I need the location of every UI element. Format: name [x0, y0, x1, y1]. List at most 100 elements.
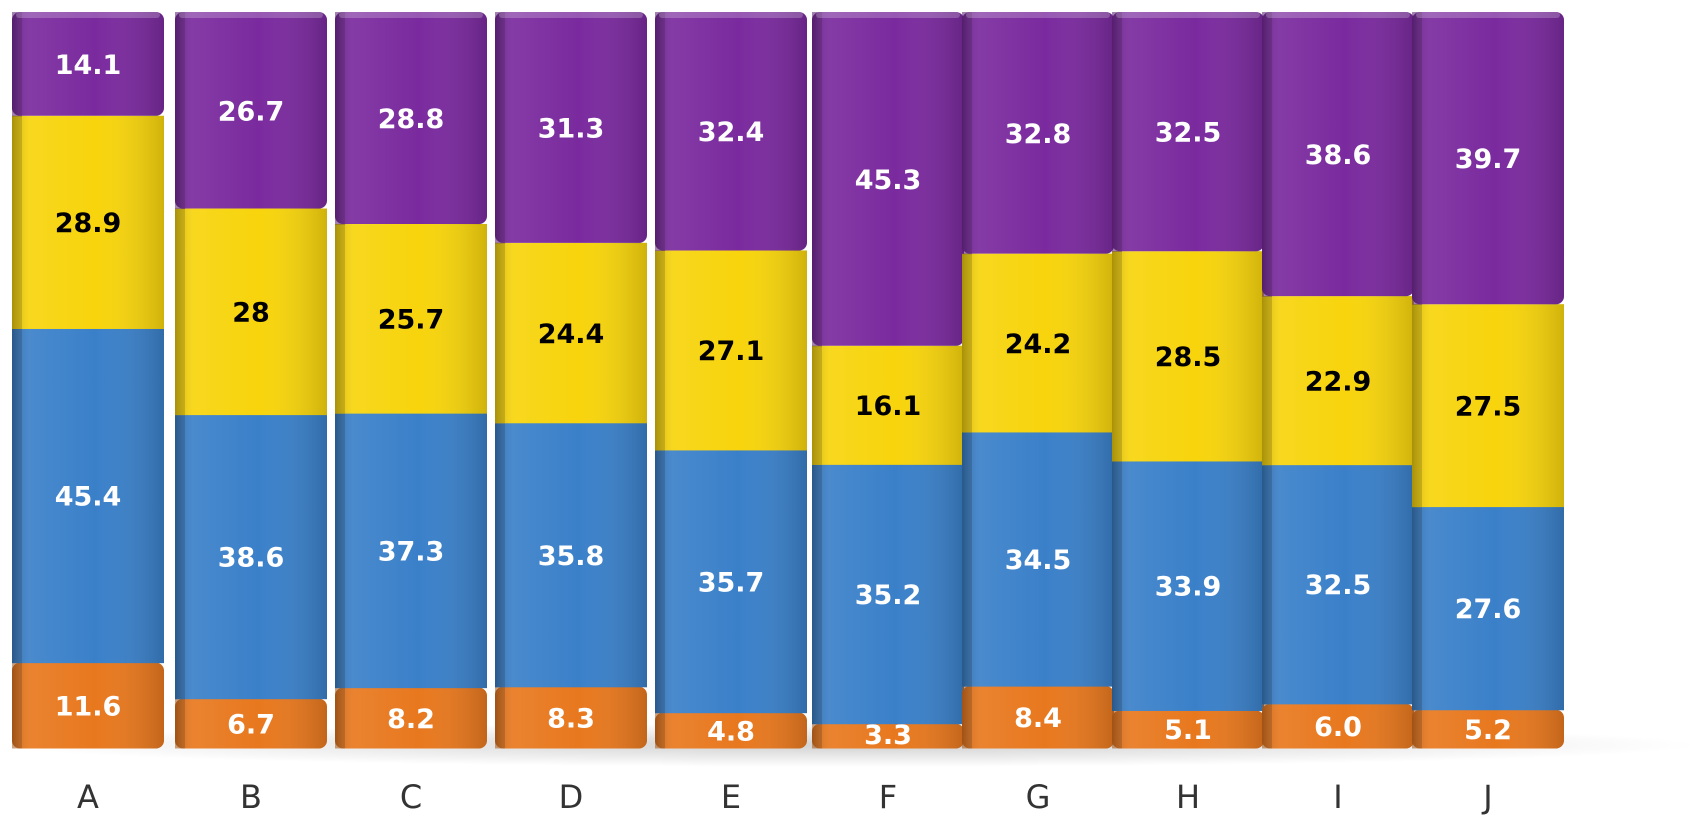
- bar-value-label: 8.2: [387, 704, 435, 735]
- bar-segment-shading: [1112, 251, 1264, 462]
- bar-segment-shading: [175, 208, 327, 416]
- bar-value-label: 25.7: [378, 305, 445, 336]
- bar-segment: 24.2: [962, 253, 1114, 433]
- column-B: 6.7 38.6 28 26.7: [175, 12, 327, 749]
- bar-segment: 5.1: [1112, 710, 1264, 749]
- bar-segment: 32.4: [655, 12, 807, 251]
- category-label: I: [1333, 778, 1342, 816]
- column-top-cap: [1116, 12, 1260, 18]
- bar-segment-shading: [495, 242, 647, 424]
- bar-segment: 22.9: [1262, 296, 1414, 466]
- column-top-cap: [1266, 12, 1410, 18]
- bar-segment: 14.1: [12, 12, 164, 117]
- bar-segment-shading: [1112, 12, 1264, 252]
- bar-value-label: 38.6: [1305, 140, 1372, 171]
- bar-value-label: 32.4: [698, 117, 765, 148]
- category-label: C: [400, 778, 422, 816]
- bar-segment: 31.3: [495, 12, 647, 244]
- bar-segment-shading: [175, 698, 327, 749]
- bar-segment: 28.9: [12, 115, 164, 329]
- bar-segment-shading: [962, 431, 1114, 687]
- bar-value-label: 27.5: [1455, 391, 1522, 422]
- bar-segment-shading: [335, 413, 487, 689]
- category-label: G: [1026, 778, 1051, 816]
- column-top-cap: [816, 12, 960, 18]
- bar-segment-shading: [1112, 460, 1264, 711]
- bar-segment: 38.6: [1262, 12, 1414, 297]
- bar-value-label: 32.5: [1155, 118, 1222, 149]
- bar-segment-shading: [962, 12, 1114, 255]
- bar-segment-shading: [1262, 703, 1414, 749]
- bars-layer: 11.6 45.4 28.9 14.1 6.7 38.6 28 26.7 8.2 37.3 25.7…: [12, 12, 1564, 751]
- column-top-cap: [966, 12, 1110, 18]
- bar-value-label: 8.4: [1014, 703, 1062, 734]
- bar-value-label: 26.7: [218, 96, 285, 127]
- bar-segment: 16.1: [812, 345, 964, 465]
- category-label: E: [721, 778, 741, 816]
- bar-value-label: 28: [232, 298, 270, 329]
- column-top-cap: [339, 12, 483, 18]
- bar-segment: 35.8: [495, 422, 647, 688]
- bar-segment: 28.5: [1112, 251, 1264, 462]
- column-top-cap: [16, 12, 160, 18]
- category-label: H: [1176, 778, 1200, 816]
- bar-segment-shading: [335, 12, 487, 225]
- bar-segment: 26.7: [175, 12, 327, 210]
- bar-segment-shading: [1412, 12, 1564, 305]
- bar-value-label: 5.2: [1464, 715, 1512, 746]
- bar-segment-shading: [812, 345, 964, 465]
- column-D: 8.3 35.8 24.4 31.3: [495, 12, 647, 749]
- bar-value-label: 37.3: [378, 536, 445, 567]
- bar-segment-shading: [1412, 709, 1564, 749]
- bar-segment-shading: [495, 422, 647, 688]
- bar-value-label: 39.7: [1455, 144, 1522, 175]
- category-labels: A B C D E F G H I J: [77, 778, 1493, 816]
- bar-segment-shading: [1262, 12, 1414, 297]
- bar-segment: 33.9: [1112, 460, 1264, 711]
- bar-segment: 25.7: [335, 223, 487, 414]
- bar-segment-shading: [12, 328, 164, 664]
- column-F: 3.3 35.2 16.1 45.3: [812, 12, 964, 751]
- bar-value-label: 11.6: [55, 691, 122, 722]
- column-H: 5.1 33.9 28.5 32.5: [1112, 12, 1264, 749]
- bar-value-label: 5.1: [1164, 715, 1212, 746]
- category-label: J: [1481, 778, 1492, 816]
- bar-segment: 35.7: [655, 449, 807, 714]
- column-G: 8.4 34.5 24.2 32.8: [962, 12, 1114, 749]
- bar-segment-shading: [1112, 710, 1264, 749]
- bar-segment: 8.3: [495, 686, 647, 749]
- bar-segment-shading: [1262, 296, 1414, 466]
- bar-segment: 34.5: [962, 431, 1114, 687]
- bar-segment-shading: [962, 686, 1114, 749]
- bar-segment-shading: [495, 12, 647, 244]
- bar-segment: 38.6: [175, 414, 327, 700]
- bar-segment-shading: [812, 464, 964, 725]
- bar-value-label: 8.3: [547, 703, 595, 734]
- bar-segment-shading: [655, 250, 807, 451]
- bar-segment: 45.3: [812, 12, 964, 347]
- bar-value-label: 45.3: [855, 165, 922, 196]
- bar-segment-shading: [495, 686, 647, 749]
- bar-segment: 4.8: [655, 712, 807, 749]
- bar-value-label: 35.2: [855, 580, 922, 611]
- bar-segment-shading: [1412, 304, 1564, 508]
- bar-segment: 28.8: [335, 12, 487, 225]
- bar-segment: 8.4: [962, 686, 1114, 749]
- bar-segment-shading: [12, 115, 164, 329]
- bar-segment: 32.5: [1262, 464, 1414, 705]
- category-label: A: [77, 778, 99, 816]
- bar-segment-shading: [175, 12, 327, 210]
- bar-value-label: 28.5: [1155, 342, 1222, 373]
- bar-segment: 39.7: [1412, 12, 1564, 305]
- category-label: D: [559, 778, 584, 816]
- bar-value-label: 45.4: [55, 482, 122, 513]
- bar-segment-shading: [1262, 464, 1414, 705]
- bar-value-label: 27.6: [1455, 594, 1522, 625]
- bar-segment: 5.2: [1412, 709, 1564, 749]
- column-I: 6.0 32.5 22.9 38.6: [1262, 12, 1414, 749]
- bar-segment-shading: [655, 12, 807, 251]
- category-label: B: [240, 778, 262, 816]
- bar-value-label: 14.1: [55, 50, 122, 81]
- column-top-cap: [1416, 12, 1560, 18]
